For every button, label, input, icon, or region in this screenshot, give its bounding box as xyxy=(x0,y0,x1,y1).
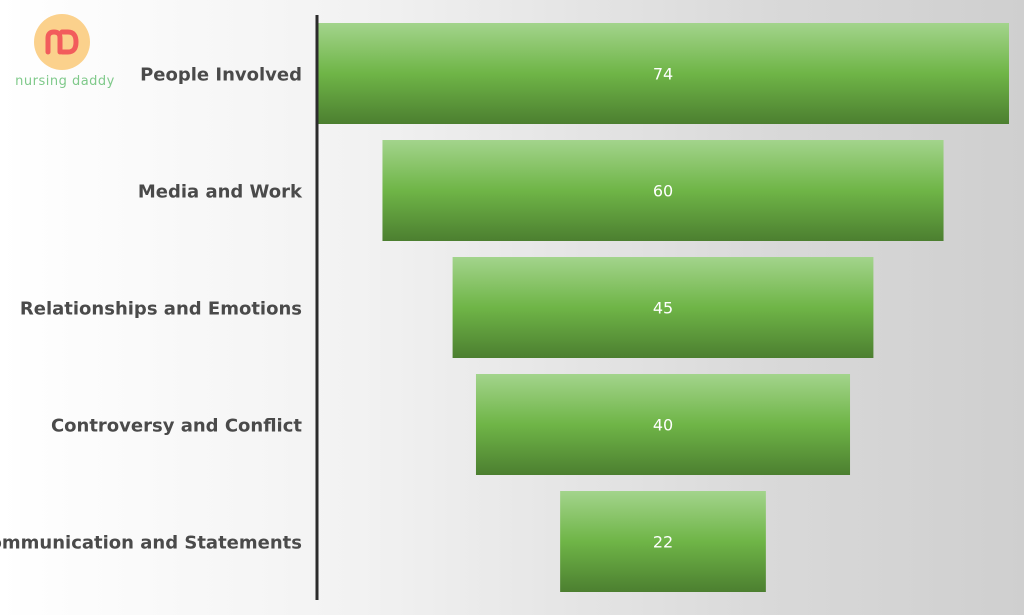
data-label-3: 40 xyxy=(653,416,673,435)
category-label-3: Controversy and Conflict xyxy=(51,416,302,437)
bar-1 xyxy=(382,140,944,241)
bar-4 xyxy=(560,491,766,592)
bar-3 xyxy=(475,374,851,475)
data-label-0: 74 xyxy=(653,65,673,84)
data-label-1: 60 xyxy=(653,182,673,201)
category-label-0: People Involved xyxy=(140,65,302,86)
bar-0 xyxy=(317,23,1009,124)
brand-logo: nursing daddy xyxy=(10,12,120,102)
logo-mark-icon xyxy=(45,29,79,55)
logo-circle xyxy=(34,14,90,70)
category-label-4: Communication and Statements xyxy=(0,533,302,554)
data-label-4: 22 xyxy=(653,533,673,552)
bar-2 xyxy=(452,257,874,358)
data-label-2: 45 xyxy=(653,299,673,318)
category-label-1: Media and Work xyxy=(138,182,303,203)
logo-text: nursing daddy xyxy=(15,74,115,89)
category-label-2: Relationships and Emotions xyxy=(20,299,302,320)
